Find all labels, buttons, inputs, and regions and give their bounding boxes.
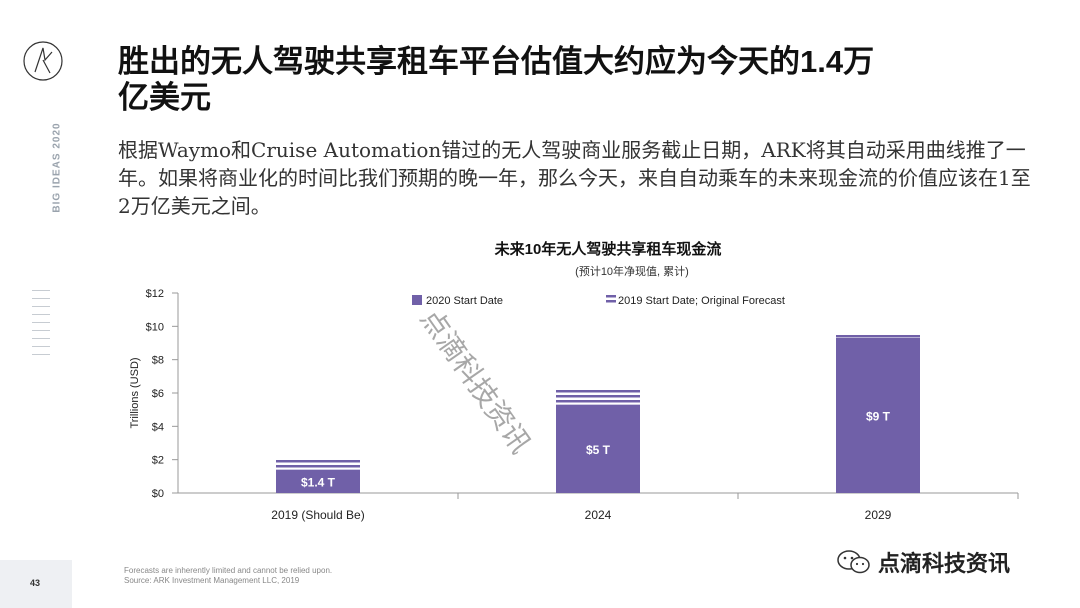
bar-2020-start xyxy=(556,404,640,493)
corner-watermark: 点滴科技资讯 xyxy=(836,542,1010,582)
ark-logo-icon xyxy=(23,41,63,81)
y-tick-label: $4 xyxy=(152,421,164,433)
legend-swatch-2019 xyxy=(606,295,616,305)
page-title: 胜出的无人驾驶共享租车平台估值大约应为今天的1.4万亿美元 xyxy=(118,44,875,115)
y-axis-label: Trillions (USD) xyxy=(129,357,141,428)
x-tick-label: 2024 xyxy=(585,508,612,522)
footnote: Forecasts are inherently limited and can… xyxy=(124,566,333,585)
legend-label-2020: 2020 Start Date xyxy=(426,295,503,307)
bar-2020-start xyxy=(276,469,360,493)
x-tick-label: 2019 (Should Be) xyxy=(271,508,364,522)
y-tick-label: $2 xyxy=(152,455,164,467)
y-tick-label: $10 xyxy=(146,321,164,333)
y-tick-label: $6 xyxy=(152,388,164,400)
bar-2019-start xyxy=(556,389,640,405)
data-label: $1.4 T xyxy=(301,475,336,489)
legend-swatch-2020 xyxy=(412,295,422,305)
page-number: 43 xyxy=(30,578,41,588)
page-number-box: 43 xyxy=(0,560,72,608)
page-subtitle: 根据Waymo和Cruise Automation错过的无人驾驶商业服务截止日期… xyxy=(118,138,1031,218)
bar-2020-start xyxy=(836,338,920,493)
bar-2019-start xyxy=(836,333,920,338)
x-tick-label: 2029 xyxy=(865,508,892,522)
wechat-icon xyxy=(837,550,870,574)
y-tick-label: $12 xyxy=(146,288,164,300)
y-tick-label: $0 xyxy=(152,488,164,500)
y-tick-label: $8 xyxy=(152,355,164,367)
decorative-lines xyxy=(32,290,50,360)
chart-title: 未来10年无人驾驶共享租车现金流 xyxy=(494,240,722,258)
chart-subtitle: (预计10年净现值, 累计) xyxy=(575,264,689,278)
bar-2019-start xyxy=(276,459,360,470)
legend: 2020 Start Date 2019 Start Date; Origina… xyxy=(412,295,785,307)
legend-label-2019: 2019 Start Date; Original Forecast xyxy=(618,295,785,307)
data-label: $5 T xyxy=(586,443,611,457)
data-label: $9 T xyxy=(866,410,891,424)
